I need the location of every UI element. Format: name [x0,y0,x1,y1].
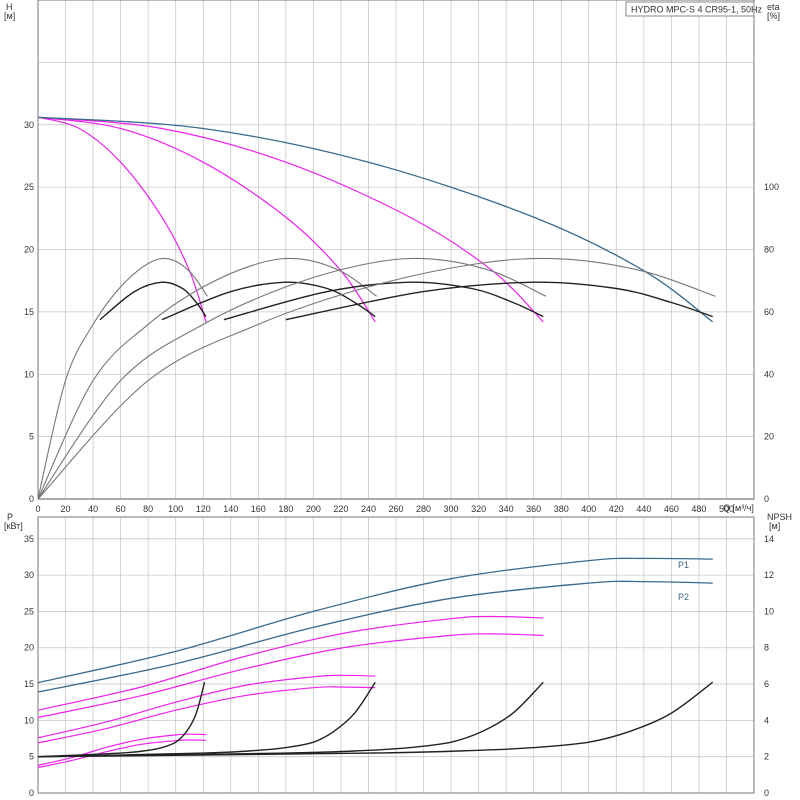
h-tick-label: 25 [24,182,34,192]
x-tick-label: 360 [526,504,541,514]
x-tick-label: 120 [196,504,211,514]
h-curve-1-pump [37,116,207,323]
p1-curve-4-pump [37,557,713,684]
x-tick-label: 440 [636,504,651,514]
npsh-tick-label: 2 [764,752,769,762]
bottom-right-axis-unit: [м] [769,521,780,531]
h-tick-label: 10 [24,369,34,379]
eta-tick-label: 100 [764,182,779,192]
npsh-tick-label: 8 [764,643,769,653]
x-tick-label: 180 [278,504,293,514]
h-tick-label: 15 [24,307,34,317]
eta-curve-1-pump [37,257,208,500]
npsh-tick-label: 0 [764,788,769,798]
eta-tick-label: 0 [764,494,769,504]
x-tick-label: 340 [499,504,514,514]
p2-curve-1-pump [37,739,207,769]
x-tick-label: 100 [168,504,183,514]
p2-curve-2-pump [37,686,376,744]
p-tick-label: 20 [24,643,34,653]
chart-title: HYDRO MPC-S 4 CR95-1, 50Hz [631,5,763,15]
x-tick-label: 460 [664,504,679,514]
legend-p2: P2 [678,592,689,602]
top-right-axis-title: eta [767,2,780,12]
x-tick-label: 40 [88,504,98,514]
x-axis-label: Q [м³/ч] [723,503,754,513]
eta-curve-2-pump [161,281,376,321]
p-tick-label: 15 [24,679,34,689]
x-tick-label: 140 [223,504,238,514]
x-tick-label: 60 [116,504,126,514]
eta-tick-label: 80 [764,245,774,255]
eta-curve-3-pump [37,257,547,500]
eta-tick-label: 60 [764,307,774,317]
x-tick-label: 160 [251,504,266,514]
p1-curve-1-pump [37,733,207,766]
p-tick-label: 35 [24,534,34,544]
eta-curve-4-pump [37,257,716,500]
npsh-curve-1-pump [37,682,206,758]
bottom-panel-curves [37,557,714,769]
p-tick-label: 25 [24,606,34,616]
eta-curve-3-pump [223,281,544,321]
eta-curve-4-pump [285,281,713,321]
npsh-tick-label: 14 [764,534,774,544]
npsh-curve-3-pump [37,681,544,758]
p-tick-label: 5 [29,752,34,762]
x-tick-label: 240 [361,504,376,514]
h-curve-3-pump [37,116,544,323]
p1-curve-2-pump [37,674,376,739]
h-tick-label: 20 [24,245,34,255]
top-panel-curves [37,116,716,500]
legend-p1: P1 [678,560,689,570]
h-tick-label: 0 [29,494,34,504]
npsh-tick-label: 6 [764,679,769,689]
npsh-curve-2-pump [37,681,376,758]
bottom-panel-frame [37,516,755,794]
eta-curve-2-pump [37,257,378,500]
bottom-right-axis-title: NPSH [767,512,792,522]
top-left-axis-title: H [6,2,13,12]
x-tick-label: 420 [609,504,624,514]
npsh-tick-label: 10 [764,606,774,616]
x-tick-label: 300 [444,504,459,514]
p1-curve-3-pump [37,615,544,711]
p2-curve-4-pump [37,580,713,693]
eta-tick-label: 40 [764,369,774,379]
x-tick-label: 400 [581,504,596,514]
top-panel-grid [37,0,755,500]
x-tick-label: 260 [388,504,403,514]
title-box [625,1,755,17]
x-tick-label: 80 [143,504,153,514]
axis-tick-labels: 0 20 40 60 80 100 120 140 160 180 200 220 240 260 280 3… [24,120,779,798]
x-tick-label: 380 [554,504,569,514]
x-tick-label: 20 [61,504,71,514]
x-tick-label: 280 [416,504,431,514]
x-tick-label: 220 [333,504,348,514]
p-tick-label: 10 [24,715,34,725]
x-tick-label: 500 [719,504,734,514]
bottom-left-axis-unit: [кВт] [4,521,23,531]
h-curve-4-pump [37,116,714,323]
x-tick-label: 320 [471,504,486,514]
h-tick-label: 5 [29,432,34,442]
eta-curve-1-pump [99,281,207,321]
npsh-tick-label: 4 [764,715,769,725]
x-tick-label: 480 [691,504,706,514]
x-tick-label: 200 [306,504,321,514]
top-left-axis-unit: [м] [4,11,15,21]
npsh-tick-label: 12 [764,570,774,580]
p-tick-label: 0 [29,788,34,798]
top-right-axis-unit: [%] [767,11,780,21]
p2-curve-3-pump [37,633,544,719]
h-curve-2-pump [37,116,376,323]
npsh-curve-4-pump [37,681,714,758]
p-tick-label: 30 [24,570,34,580]
eta-tick-label: 20 [764,432,774,442]
x-tick-label: 0 [35,504,40,514]
h-tick-label: 30 [24,120,34,130]
bottom-left-axis-title: P [7,512,13,522]
